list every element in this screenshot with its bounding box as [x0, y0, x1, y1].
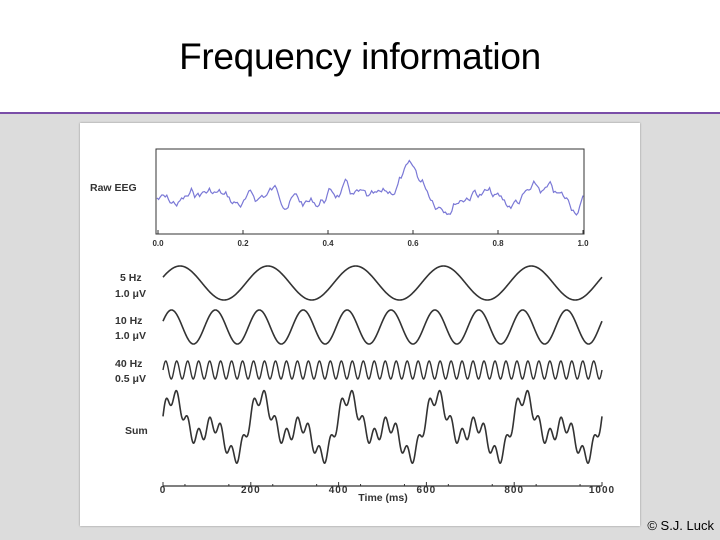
raw-eeg-tick-label: 1.0	[577, 239, 589, 248]
wave-5hz-label-line2: 1.0 μV	[115, 288, 146, 300]
time-axis-tick-label: 800	[504, 485, 524, 496]
copyright-notice: © S.J. Luck	[647, 518, 714, 533]
time-axis-tick-label: 600	[417, 485, 437, 496]
time-axis-ticks: 0 200 400 600 800 1000	[160, 482, 615, 496]
raw-eeg-tick-label: 0.4	[322, 239, 334, 248]
frequency-figure: Raw EEG 0.0 0.2 0.4 0.6 0.8 1.0 5 Hz 1.0 μV 1…	[90, 148, 615, 504]
title-divider	[0, 112, 720, 114]
time-axis-tick-label: 1000	[589, 485, 615, 496]
time-axis-tick-label: 0	[160, 485, 167, 496]
raw-eeg-label: Raw EEG	[90, 182, 137, 194]
raw-eeg-tick-label: 0.6	[407, 239, 419, 248]
wave-sum-label: Sum	[125, 425, 148, 437]
raw-eeg-tick-label: 0.8	[492, 239, 504, 248]
wave-40hz-label-line1: 40 Hz	[115, 358, 142, 370]
time-axis-label: Time (ms)	[358, 492, 407, 504]
wave-10hz-label-line2: 1.0 μV	[115, 330, 146, 342]
wave-40hz-label-line2: 0.5 μV	[115, 373, 146, 385]
slide-title: Frequency information	[179, 36, 541, 77]
wave-5hz-trace	[162, 265, 603, 301]
raw-eeg-tick-label: 0.0	[152, 239, 164, 248]
figure-panel: Raw EEG 0.0 0.2 0.4 0.6 0.8 1.0 5 Hz 1.0 μV 1…	[80, 123, 640, 526]
raw-eeg-xaxis: 0.0 0.2 0.4 0.6 0.8 1.0	[152, 230, 589, 248]
wave-10hz-trace	[162, 309, 603, 345]
raw-eeg-trace	[156, 159, 584, 216]
time-axis-tick-label: 200	[241, 485, 261, 496]
raw-eeg-tick-label: 0.2	[237, 239, 249, 248]
wave-10hz-label-line1: 10 Hz	[115, 315, 142, 327]
wave-40hz-trace	[162, 360, 603, 380]
time-axis-tick-label: 400	[329, 485, 349, 496]
slide-header: Frequency information	[0, 0, 720, 112]
wave-5hz-label-line1: 5 Hz	[120, 272, 142, 284]
wave-sum-trace	[162, 389, 603, 464]
raw-eeg-frame	[155, 148, 585, 235]
